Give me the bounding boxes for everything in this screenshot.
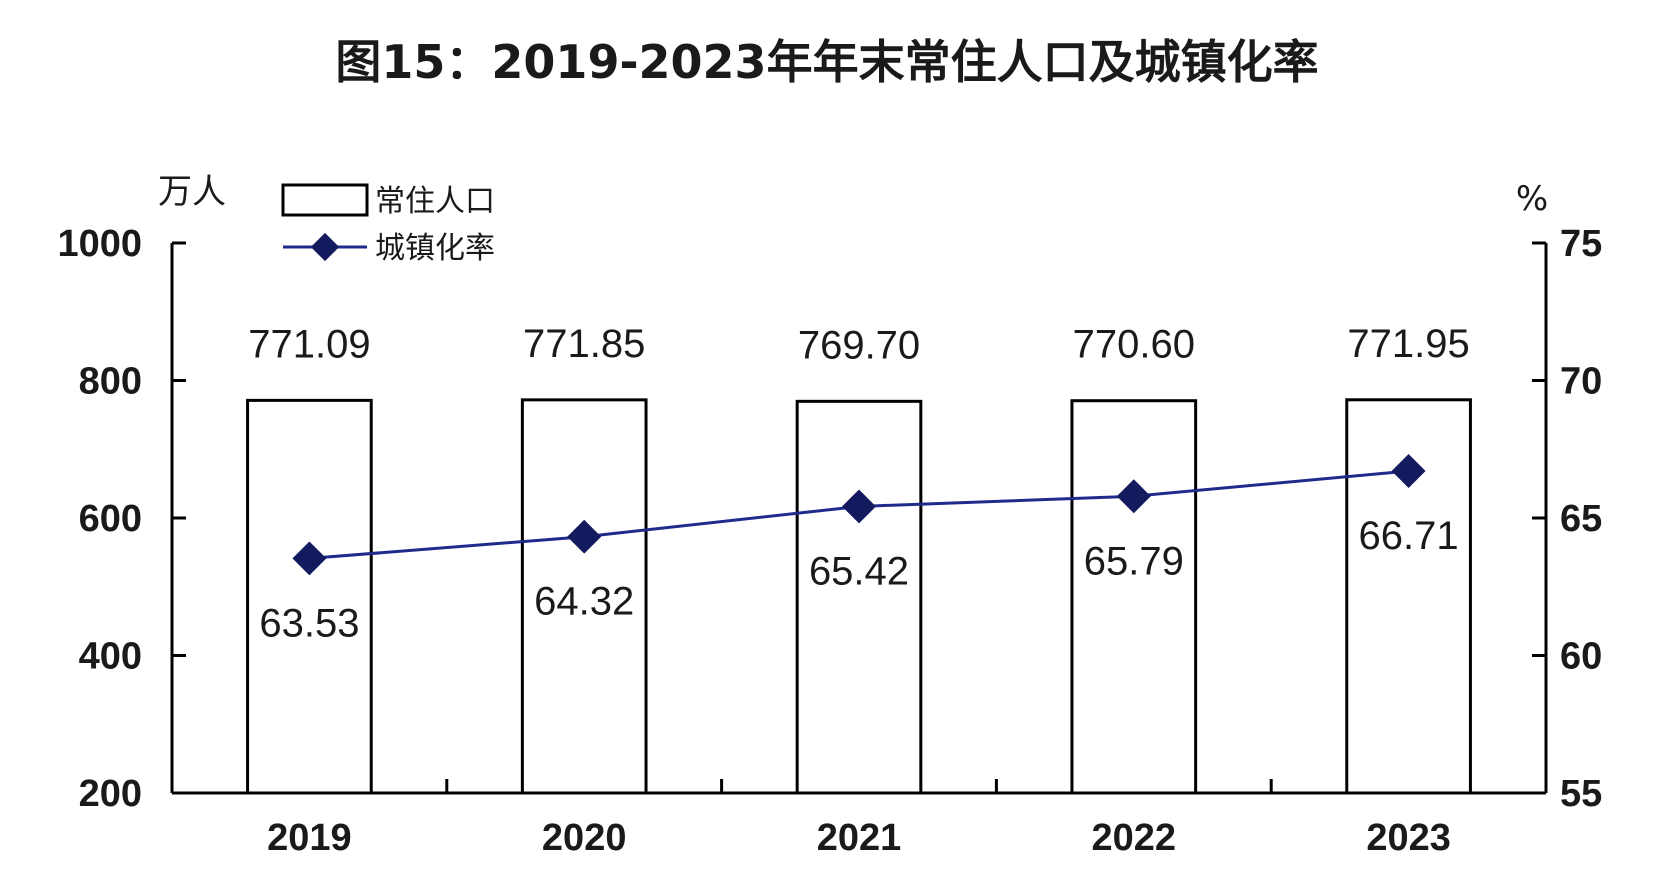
left-tick-label: 1000 (57, 223, 142, 265)
urbanization-marker (842, 489, 876, 524)
population-bar (795, 399, 923, 795)
axes: 200 400 600 800 1000 55 60 65 70 75 2019 2020 2021 20… (57, 223, 1602, 859)
urbanization-marker (567, 519, 602, 554)
legend-diamond-marker (310, 232, 340, 262)
right-axis-unit: % (1516, 179, 1548, 219)
urbanization-line-layer (292, 454, 1426, 576)
urbanization-data-label: 65.42 (809, 549, 909, 593)
legend-label-population: 常住人口 (375, 184, 495, 219)
urbanization-data-label: 64.32 (534, 580, 634, 624)
legend: 常住人口 城镇化率 (281, 183, 495, 266)
population-data-label: 771.09 (248, 322, 370, 366)
urbanization-marker (1391, 454, 1426, 488)
x-tick-label: 2023 (1366, 817, 1451, 859)
right-tick-label: 65 (1560, 498, 1602, 540)
population-data-label: 769.70 (798, 323, 920, 367)
left-tick-label: 200 (79, 773, 142, 815)
right-tick-label: 55 (1560, 773, 1602, 815)
right-tick-label: 70 (1560, 361, 1602, 403)
x-tick-label: 2019 (267, 817, 352, 859)
population-data-label: 771.95 (1347, 322, 1469, 366)
x-tick-label: 2022 (1092, 817, 1177, 859)
chart-title: 图15：2019-2023年年末常住人口及城镇化率 (335, 35, 1318, 89)
population-data-label: 771.85 (523, 322, 645, 366)
population-data-label: 770.60 (1073, 323, 1195, 367)
right-tick-label: 60 (1560, 636, 1602, 678)
legend-label-urbanization: 城镇化率 (375, 231, 495, 266)
x-tick-label: 2020 (542, 817, 627, 859)
urbanization-marker (1116, 479, 1151, 514)
right-tick-label: 75 (1560, 223, 1602, 265)
urbanization-data-label: 63.53 (259, 601, 359, 645)
left-axis-unit: 万人 (158, 172, 226, 212)
left-tick-label: 400 (79, 636, 142, 678)
population-bar (520, 398, 648, 795)
urbanization-marker (292, 541, 327, 576)
left-tick-label: 800 (79, 361, 142, 403)
urbanization-data-label: 65.79 (1084, 539, 1184, 583)
x-tick-label: 2021 (817, 817, 902, 859)
population-bar (1070, 399, 1198, 795)
population-bar (246, 398, 373, 795)
bars (246, 398, 1472, 795)
urbanization-data-label: 66.71 (1359, 514, 1459, 558)
data-labels: 771.09 771.85 769.70 770.60 771.95 63.53 64.32… (248, 322, 1470, 646)
left-tick-label: 600 (79, 498, 142, 540)
legend-bar-swatch (281, 183, 369, 217)
